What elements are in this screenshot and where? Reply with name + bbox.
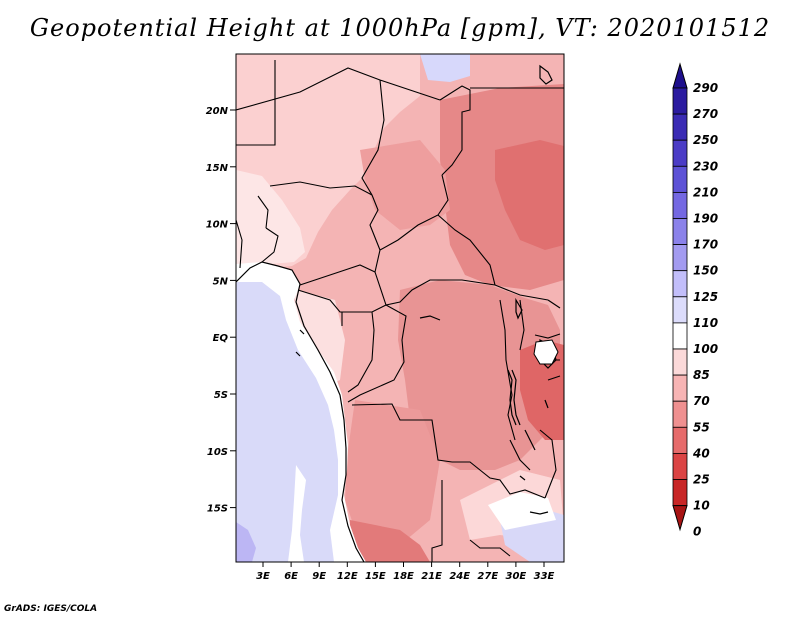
lat-label: 15S — [207, 504, 228, 515]
map-frame — [235, 53, 565, 563]
colorbar-label: 250 — [693, 133, 718, 147]
colorbar-label: 25 — [693, 473, 710, 487]
longitude-axis: 3E 6E 9E 12E 15E 18E 21E 24E 27E 30E 33E — [256, 562, 555, 582]
colorbar-label: 170 — [693, 238, 718, 252]
lon-label: 33E — [534, 571, 555, 582]
land-darkest-lakes — [520, 340, 564, 440]
lon-label: 21E — [421, 571, 442, 582]
lat-label: 5N — [213, 276, 229, 287]
colorbar-swatch — [672, 296, 688, 324]
colorbar-swatch — [672, 479, 688, 507]
colorbar-label: 190 — [693, 212, 718, 226]
colorbar-swatch — [672, 400, 688, 428]
colorbar-label: 70 — [693, 394, 710, 408]
lat-label: 15N — [206, 163, 229, 174]
lat-label: 10S — [207, 447, 228, 458]
colorbar-top-arrow — [672, 62, 688, 89]
colorbar-label: 10 — [693, 499, 710, 513]
colorbar-swatch — [672, 165, 688, 193]
colorbar-swatch — [672, 452, 688, 480]
colorbar-swatch — [672, 374, 688, 402]
colorbar-label: 150 — [693, 264, 718, 278]
colorbar-label: 125 — [693, 290, 718, 304]
lat-label: 5S — [214, 390, 228, 401]
colorbar-swatch — [672, 139, 688, 167]
colorbar-bottom-arrow — [672, 505, 688, 532]
colorbar: 2902702502302101901701501251101008570554… — [672, 62, 718, 539]
lon-label: 18E — [393, 571, 414, 582]
colorbar-swatch — [672, 218, 688, 246]
ocean-low — [236, 282, 338, 562]
colorbar-label: 210 — [693, 185, 718, 199]
colorbar-swatch — [672, 348, 688, 376]
colorbar-swatch — [672, 270, 688, 298]
lon-label: 24E — [449, 571, 470, 582]
lon-label: 9E — [312, 571, 326, 582]
colorbar-label: 290 — [693, 81, 718, 95]
lat-label: EQ — [213, 333, 229, 344]
colorbar-label: 230 — [693, 159, 718, 173]
land-dark-chad — [360, 140, 450, 230]
colorbar-label: 40 — [692, 446, 710, 460]
colorbar-swatch — [672, 322, 688, 350]
land-light-west-africa — [236, 170, 305, 270]
ocean-white-strip — [288, 465, 306, 562]
lon-label: 3E — [256, 571, 270, 582]
latitude-axis: 20N 15N 10N 5N EQ 5S 10S 15S — [206, 106, 236, 515]
map-panel — [236, 54, 564, 562]
ocean-deep — [236, 522, 256, 562]
land-darkest-south — [350, 520, 430, 562]
colorbar-swatch — [672, 113, 688, 141]
high-north-patch — [420, 54, 470, 82]
grads-credit: GrADS: IGES/COLA — [4, 604, 98, 614]
colorbar-swatch — [672, 426, 688, 454]
colorbar-label: 270 — [693, 107, 718, 121]
colorbar-label: 85 — [693, 368, 710, 382]
lat-label: 10N — [206, 220, 229, 231]
colorbar-label: 110 — [693, 316, 718, 330]
colorbar-label: 0 — [693, 525, 701, 539]
colorbar-swatch — [672, 87, 688, 115]
colorbar-label: 55 — [693, 420, 710, 434]
colorbar-swatch — [672, 244, 688, 272]
lon-label: 30E — [506, 571, 527, 582]
lake-victoria — [533, 339, 559, 365]
colorbar-swatch — [672, 191, 688, 219]
lat-label: 20N — [206, 106, 229, 117]
land-dark-angola — [345, 400, 440, 545]
colorbar-label: 100 — [693, 342, 718, 356]
lon-label: 12E — [337, 571, 358, 582]
chart-title: Geopotential Height at 1000hPa [gpm], VT… — [29, 14, 771, 42]
land-darkest-sudan — [495, 140, 564, 250]
lon-label: 6E — [284, 571, 298, 582]
high-southeast-white — [488, 492, 556, 530]
lon-label: 15E — [365, 571, 386, 582]
lon-label: 27E — [477, 571, 498, 582]
